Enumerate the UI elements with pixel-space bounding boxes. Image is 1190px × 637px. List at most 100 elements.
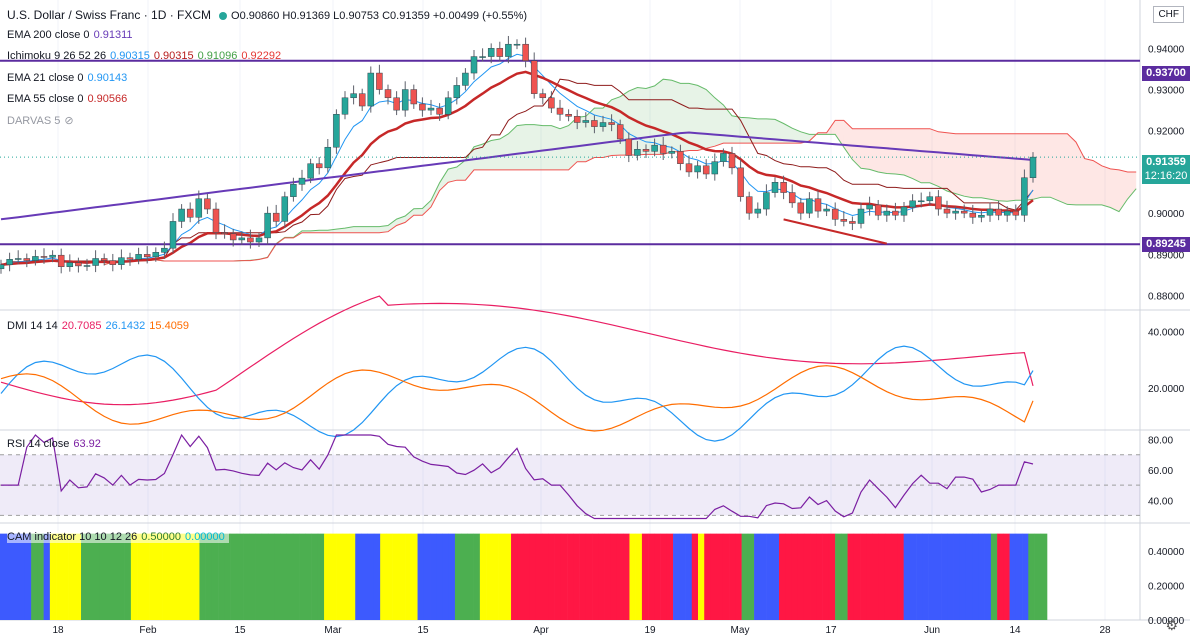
candle-down <box>556 107 564 115</box>
legend-darvas[interactable]: DARVAS 5 ⊘ <box>7 114 78 127</box>
price-axis-label: 0.89000 <box>1148 250 1185 261</box>
legend-value: 0.90315 <box>110 50 150 62</box>
dmi-adx-line <box>0 295 1034 406</box>
candle-down <box>702 165 710 175</box>
eye-hidden-icon[interactable]: ⊘ <box>64 115 74 127</box>
legend-dmi[interactable]: DMI 14 14 20.7085 26.1432 15.4059 <box>7 320 193 332</box>
candle-down <box>100 258 108 261</box>
cam-bar <box>1028 533 1035 620</box>
cam-bar <box>616 533 624 620</box>
ichimoku-cloud-segment <box>353 226 363 233</box>
cam-axis-label: 0.00000 <box>1148 616 1185 627</box>
cam-bar <box>579 533 587 620</box>
ichimoku-cloud-segment <box>577 116 586 162</box>
cam-bar <box>710 533 717 620</box>
cam-bar <box>891 533 898 620</box>
candle-down <box>539 93 547 99</box>
ichimoku-cloud-segment <box>1093 160 1102 205</box>
cam-bar <box>386 533 393 620</box>
cam-bar <box>760 533 767 620</box>
candle-down <box>814 198 822 212</box>
candle-up <box>324 146 332 169</box>
cam-bar <box>822 533 830 620</box>
cam-bar <box>49 533 57 620</box>
legend-label: DMI 14 14 <box>7 320 58 332</box>
price-axis-label: 0.90000 <box>1148 209 1185 220</box>
cam-bar <box>841 533 848 620</box>
candle-up <box>634 149 641 156</box>
currency-button[interactable]: CHF <box>1153 6 1184 23</box>
cam-bar <box>249 533 256 620</box>
cam-bar <box>486 533 493 620</box>
cam-bar <box>704 533 711 620</box>
rsi-line <box>1 433 1034 520</box>
cam-bar <box>411 533 418 620</box>
legend-ema21[interactable]: EMA 21 close 0 0.90143 <box>7 72 131 84</box>
ichimoku-cloud-segment <box>723 104 732 144</box>
candle-up <box>453 85 461 99</box>
time-axis-label: 19 <box>644 625 656 636</box>
ichimoku-cloud-segment <box>766 118 775 144</box>
cam-bar <box>62 533 69 620</box>
cam-bar <box>909 533 917 620</box>
candle-down <box>212 208 220 233</box>
ichimoku-cloud-segment <box>439 169 449 191</box>
candle-up <box>281 196 289 222</box>
ichimoku-cloud-segment <box>448 167 457 183</box>
ichimoku-cloud-segment <box>775 119 784 144</box>
cam-axis-label: 0.20000 <box>1148 581 1185 592</box>
legend-value: 0.91096 <box>197 50 238 62</box>
cam-bar <box>492 533 499 620</box>
cam-bar <box>18 533 26 620</box>
gear-icon[interactable]: ⚙ <box>1165 617 1178 633</box>
rsi-axis-label: 40.00 <box>1148 496 1173 507</box>
cam-bar <box>922 533 929 620</box>
candle-down <box>109 260 117 265</box>
candle-down <box>548 97 555 109</box>
candle-up <box>866 204 873 210</box>
cam-bar <box>535 533 543 620</box>
candle-down <box>410 89 418 105</box>
cam-bar <box>635 533 643 620</box>
legend-cam[interactable]: CAM indicator 10 10 12 26 0.50000 0.00000 <box>7 531 229 543</box>
candle-up <box>341 97 349 115</box>
legend-rsi[interactable]: RSI 14 close 63.92 <box>7 438 105 450</box>
ichimoku-cloud-segment <box>482 140 492 170</box>
ichimoku-cloud-segment <box>491 138 500 170</box>
cam-bar <box>361 533 368 620</box>
cam-bar <box>292 533 300 620</box>
cam-bar <box>218 533 225 620</box>
cam-bar <box>137 533 144 620</box>
ichimoku-cloud-segment <box>904 128 913 179</box>
legend-label: EMA 200 close 0 <box>7 29 90 41</box>
symbol-title[interactable]: U.S. Dollar / Swiss Franc · 1D · FXCM <box>7 8 212 22</box>
ichimoku-cloud-segment <box>783 123 793 144</box>
ichimoku-cloud-segment <box>740 117 750 144</box>
cam-bar <box>959 533 967 620</box>
cam-bar <box>112 533 119 620</box>
ichimoku-cloud-segment <box>431 182 440 207</box>
legend-value: 0.00000 <box>185 531 225 543</box>
candle-down <box>247 237 254 243</box>
ichimoku-cloud-segment <box>525 124 535 170</box>
candle-down <box>565 114 572 117</box>
candle-up <box>513 43 521 46</box>
time-axis-label: 18 <box>52 625 64 636</box>
cam-bar <box>810 533 817 620</box>
legend-ema200[interactable]: EMA 200 close 0 0.91311 <box>7 29 137 41</box>
legend-ema55[interactable]: EMA 55 close 0 0.90566 <box>7 93 131 105</box>
candle-down <box>186 208 194 218</box>
candle-up <box>290 184 297 197</box>
ichimoku-cloud-segment <box>568 117 578 170</box>
cam-bar <box>324 533 331 620</box>
cam-bar <box>405 533 412 620</box>
cam-bar <box>928 533 936 620</box>
cam-bar <box>884 533 892 620</box>
candle-up <box>66 262 74 267</box>
candle-up <box>14 258 22 260</box>
cam-bar <box>735 533 742 620</box>
legend-ichimoku[interactable]: Ichimoku 9 26 52 26 0.90315 0.90315 0.91096… <box>7 50 285 62</box>
cam-bar <box>941 533 948 620</box>
ichimoku-cloud-segment <box>370 226 380 233</box>
cam-bar <box>205 533 213 620</box>
